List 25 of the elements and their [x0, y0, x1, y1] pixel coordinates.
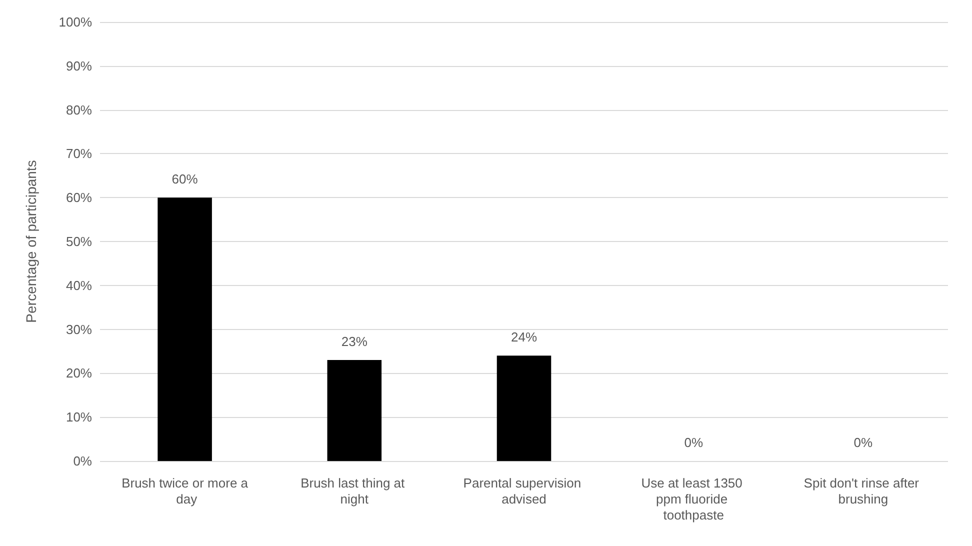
y-tick-label: 80% — [66, 102, 92, 118]
y-tick-label: 20% — [66, 366, 92, 381]
y-tick-label: 50% — [66, 234, 92, 249]
x-tick-label: Spit don't rinse after brushing — [804, 476, 923, 506]
data-label: 0% — [854, 435, 874, 450]
y-tick-label: 100% — [58, 14, 92, 30]
data-label: 60% — [172, 172, 198, 187]
y-tick-label: 30% — [66, 322, 92, 337]
data-label: 0% — [684, 435, 704, 450]
y-tick-label: 70% — [66, 146, 92, 162]
bar — [158, 198, 212, 461]
x-tick-label: Brush twice or more a day — [122, 476, 249, 506]
bar — [327, 360, 382, 461]
y-tick-label: 40% — [66, 278, 92, 293]
bar — [496, 356, 552, 461]
data-label: 24% — [510, 330, 538, 345]
y-tick-label: 60% — [66, 190, 92, 206]
y-axis-title: Percentage of participants — [23, 160, 39, 323]
data-label: 23% — [341, 334, 368, 350]
y-tick-label: 0% — [73, 454, 92, 468]
x-tick-label: Brush last thing at night — [300, 476, 408, 506]
x-tick-label: Parental supervision advised — [463, 476, 585, 506]
y-tick-label: 10% — [66, 410, 92, 425]
y-tick-label: 90% — [66, 58, 92, 74]
x-tick-label: Use at least 1350 ppm fluoride toothpaste — [641, 476, 746, 522]
